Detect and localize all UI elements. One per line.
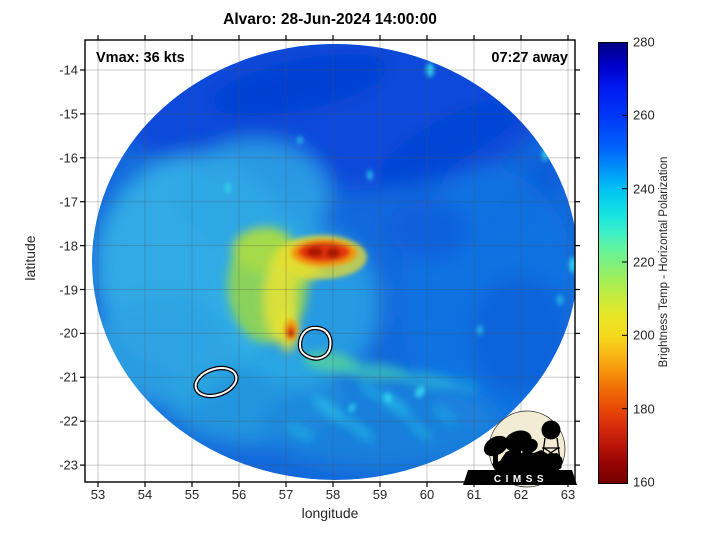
satellite-dishes-icon — [483, 430, 538, 464]
logo-text: CIMSS — [494, 474, 548, 485]
contour-inner-white — [299, 326, 332, 360]
y-tick-label: -22 — [59, 413, 78, 429]
y-tick-label: -18 — [59, 238, 78, 254]
colorbar-tick-label: 180 — [633, 401, 655, 417]
y-tick-label: -14 — [59, 62, 78, 78]
y-tick-label: -19 — [59, 282, 78, 297]
x-tick-label: 60 — [419, 487, 435, 502]
x-axis-label: longitude — [301, 505, 359, 521]
x-tick-label: 61 — [466, 487, 482, 502]
x-tick-label: 57 — [278, 487, 294, 502]
x-tick-label: 54 — [137, 487, 153, 502]
plot-title: Alvaro: 28-Jun-2024 14:00:00 — [223, 11, 437, 28]
y-tick-label: -16 — [59, 150, 78, 166]
colorbar — [598, 42, 628, 484]
y-tick-label: -17 — [59, 194, 78, 210]
y-tick-label: -20 — [59, 325, 78, 341]
contour-inner — [297, 325, 333, 361]
y-tick-label: -15 — [59, 106, 78, 122]
water-tower-icon — [540, 420, 562, 469]
x-tick-label: 63 — [560, 487, 576, 502]
x-tick-label: 59 — [372, 487, 388, 502]
x-tick-label: 56 — [231, 487, 247, 502]
colorbar-tick-label: 200 — [633, 327, 655, 343]
colorbar-tick-label: 220 — [633, 254, 655, 270]
gridlines — [85, 40, 575, 482]
colorbar-tick-label: 260 — [633, 107, 655, 123]
x-tick-label: 53 — [90, 487, 106, 502]
x-tick-label: 62 — [513, 487, 529, 502]
plot-frame — [84, 39, 576, 483]
warm-rainband — [228, 227, 480, 442]
colorbar-tick-label: 240 — [633, 181, 655, 197]
contour-outer — [193, 365, 239, 399]
colorbar-label: Brightness Temp - Horizontal Polarizatio… — [658, 156, 670, 368]
y-tick-label: -21 — [59, 369, 78, 385]
storm-swath — [92, 44, 575, 480]
time-away-annotation: 07:27 away — [491, 50, 568, 66]
cimss-logo: CIMSS — [463, 410, 577, 488]
cold-cloud-hotspot — [225, 44, 575, 413]
y-tick-label: -23 — [59, 457, 78, 473]
x-tick-label: 58 — [325, 487, 341, 502]
logo-banner — [463, 470, 577, 485]
colorbar-tick-label: 280 — [633, 34, 655, 50]
x-tick-label: 55 — [184, 487, 200, 502]
colorbar-tick-label: 160 — [633, 474, 655, 490]
contour-outer-white — [194, 367, 238, 397]
axis-ticks — [80, 35, 580, 487]
